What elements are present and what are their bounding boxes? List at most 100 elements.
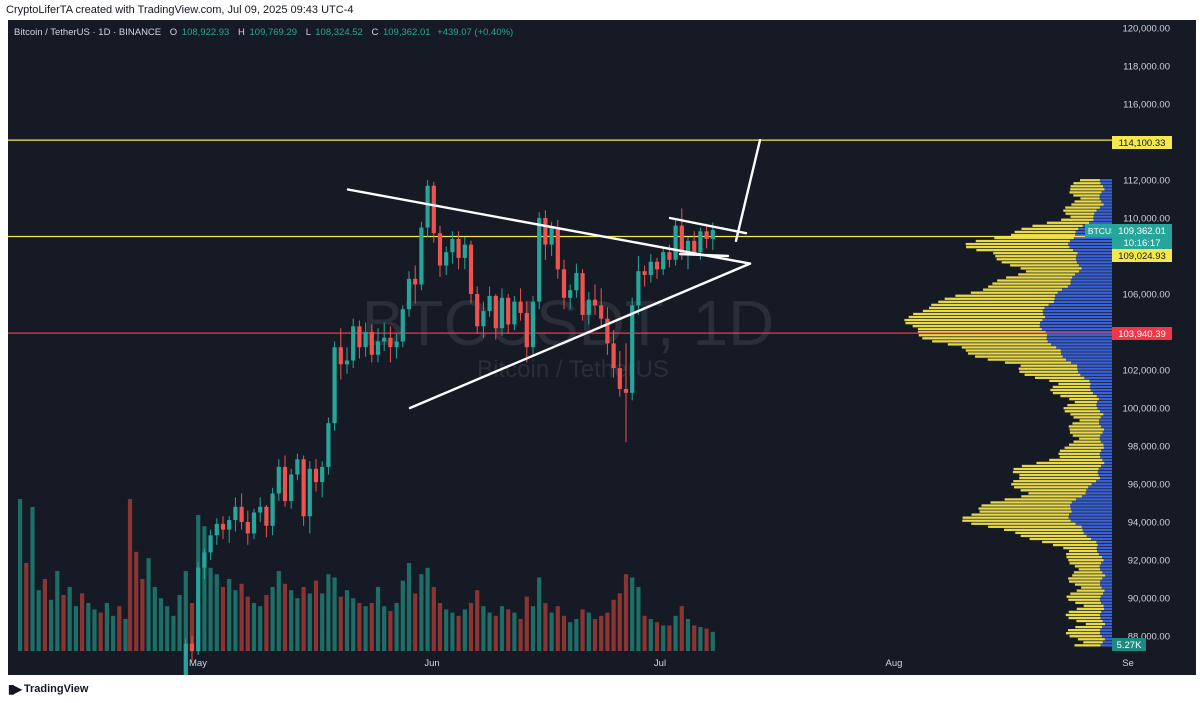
candle[interactable] [481, 301, 486, 338]
candle[interactable] [369, 324, 374, 363]
profile-row-blue [1103, 185, 1112, 188]
candle[interactable] [189, 636, 195, 661]
candle[interactable] [506, 294, 511, 334]
candle[interactable] [537, 212, 542, 310]
flag-upper-line[interactable] [668, 216, 748, 235]
candle[interactable] [307, 461, 312, 534]
candle[interactable] [599, 288, 604, 327]
candle[interactable] [450, 231, 455, 264]
candle[interactable] [574, 263, 579, 298]
candle[interactable] [301, 455, 306, 526]
candle[interactable] [648, 254, 653, 283]
candle[interactable] [363, 322, 368, 357]
candle[interactable] [413, 265, 418, 304]
candle[interactable] [251, 508, 257, 540]
candle[interactable] [431, 181, 436, 243]
chart-area[interactable]: BTCUSDT, 1D Bitcoin / TetherUS Bitcoin /… [8, 20, 1196, 675]
candle[interactable] [636, 256, 641, 315]
candle[interactable] [282, 455, 288, 507]
candle[interactable] [444, 246, 449, 276]
upper-trendline[interactable] [346, 188, 752, 265]
candle[interactable] [592, 284, 598, 315]
profile-row-yellow [1012, 470, 1098, 474]
candle[interactable] [512, 295, 517, 331]
profile-row-blue [1099, 197, 1112, 200]
candle[interactable] [258, 497, 263, 522]
candle[interactable] [338, 328, 343, 380]
volume-bar [258, 606, 263, 651]
horizontal-levels[interactable] [8, 139, 1112, 334]
volume-bar [289, 590, 294, 651]
candle[interactable] [561, 259, 567, 310]
candle[interactable] [605, 307, 610, 355]
candle[interactable] [382, 322, 387, 352]
candle[interactable] [375, 328, 381, 363]
candle[interactable] [524, 301, 529, 363]
candle[interactable] [270, 487, 275, 536]
candle[interactable] [462, 237, 467, 270]
profile-row-blue [1100, 595, 1112, 598]
candle[interactable] [196, 561, 201, 655]
flag-lower-line[interactable] [678, 252, 730, 258]
candle[interactable] [313, 459, 319, 492]
candle[interactable] [276, 459, 281, 502]
candle[interactable] [692, 231, 697, 256]
candle[interactable] [406, 271, 412, 317]
candle[interactable] [611, 330, 616, 378]
time-tick-label: Se [1122, 658, 1134, 669]
candle[interactable] [518, 288, 523, 321]
candle[interactable] [394, 333, 399, 359]
candle[interactable] [568, 284, 573, 310]
candle[interactable] [344, 347, 350, 374]
tradingview-logo[interactable]: ▮▶ TradingView [8, 682, 88, 696]
candle[interactable] [586, 292, 591, 325]
time-axis[interactable]: May Jun Jul Aug Se [189, 658, 1134, 669]
candle[interactable] [555, 219, 560, 279]
profile-row-yellow [1065, 206, 1100, 209]
candle[interactable] [214, 518, 219, 545]
candle[interactable] [233, 497, 238, 532]
candle[interactable] [475, 286, 480, 334]
candle[interactable] [351, 318, 356, 369]
candle[interactable] [320, 461, 325, 498]
candle[interactable] [208, 529, 213, 560]
candle[interactable] [289, 468, 294, 509]
candle[interactable] [400, 305, 405, 348]
candle[interactable] [543, 210, 548, 260]
candle[interactable] [661, 248, 666, 275]
candle[interactable] [456, 231, 461, 270]
price-axis[interactable]: 120,000.00 118,000.00 116,000.00 112,000.00… [1122, 24, 1170, 643]
candle[interactable] [499, 288, 505, 336]
candle[interactable] [295, 453, 300, 481]
candle[interactable] [623, 343, 629, 443]
candle[interactable] [654, 257, 660, 279]
candle[interactable] [326, 417, 331, 475]
candle[interactable] [357, 320, 362, 359]
chart-canvas[interactable]: BTCUSDT, 1D Bitcoin / TetherUS Bitcoin /… [8, 20, 1196, 675]
candle[interactable] [183, 637, 188, 675]
candle[interactable] [642, 265, 647, 287]
candle[interactable] [530, 295, 536, 355]
candle[interactable] [264, 504, 269, 538]
candle[interactable] [202, 548, 207, 579]
candle[interactable] [227, 516, 232, 543]
candle[interactable] [419, 221, 424, 291]
candle[interactable] [220, 516, 226, 540]
candle[interactable] [332, 341, 337, 431]
candle[interactable] [493, 294, 498, 340]
candle[interactable] [673, 218, 678, 266]
candle[interactable] [437, 225, 443, 277]
pattern-drawings[interactable] [346, 138, 762, 410]
candle[interactable] [617, 351, 622, 397]
candle[interactable] [704, 223, 709, 249]
candle[interactable] [580, 269, 585, 321]
candle[interactable] [239, 493, 244, 530]
candle[interactable] [487, 286, 492, 317]
candle[interactable] [245, 510, 250, 545]
candle[interactable] [388, 326, 393, 363]
lower-trendline[interactable] [408, 262, 752, 410]
candle[interactable] [468, 240, 474, 304]
candle[interactable] [425, 180, 430, 237]
price-tick-label: 102,000.00 [1122, 366, 1170, 377]
breakout-projection-line[interactable] [734, 138, 762, 243]
